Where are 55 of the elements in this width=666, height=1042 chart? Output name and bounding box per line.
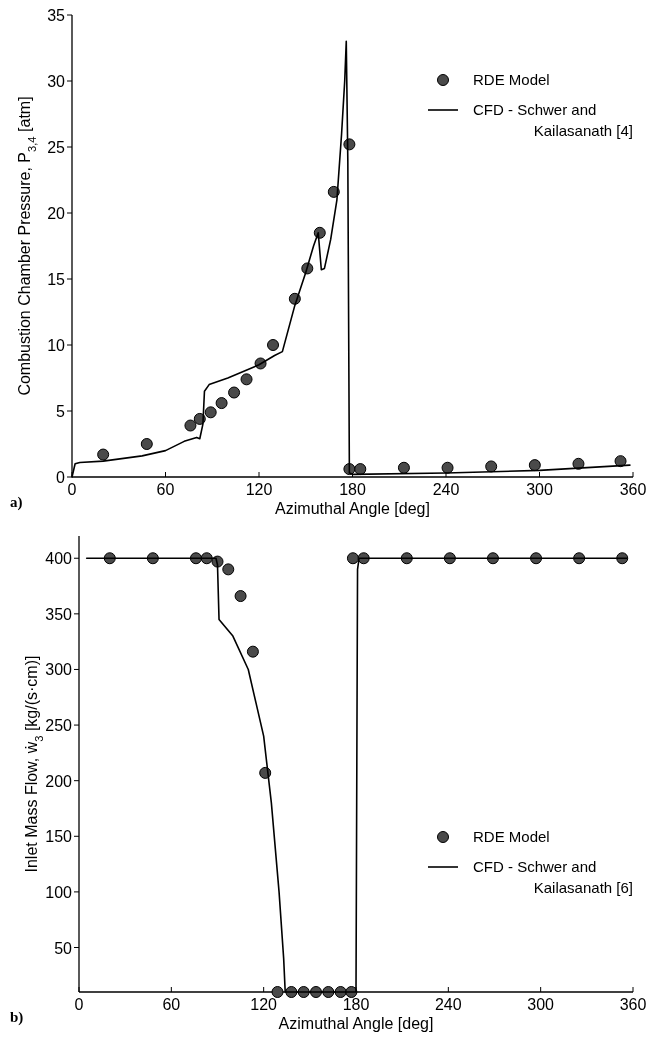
x-tick-label: 60 [156, 481, 175, 498]
y-tick-label: 30 [47, 73, 66, 90]
x-axis-title: Azimuthal Angle [deg] [278, 1015, 434, 1032]
x-tick-label: 180 [342, 996, 370, 1013]
y-tick-label: 35 [47, 7, 66, 24]
point [528, 459, 541, 472]
x-tick-label: 0 [74, 996, 84, 1013]
legend-label: CFD - Schwer and Kailasanath [6] [473, 858, 633, 896]
x-tick-label: 60 [162, 996, 181, 1013]
x-tick-label: 300 [527, 996, 555, 1013]
point [397, 461, 410, 474]
y-tick-label: 350 [45, 605, 73, 623]
x-tick-label: 360 [619, 481, 647, 498]
y-tick-label: 25 [47, 139, 66, 156]
y-tick-label: 200 [45, 772, 73, 790]
y-tick-label: 250 [45, 717, 73, 735]
text: b) [10, 1009, 24, 1026]
point [441, 461, 454, 474]
point [346, 552, 359, 565]
x-tick-label: 360 [619, 996, 647, 1013]
point [267, 339, 280, 351]
point [614, 455, 627, 468]
legend-label: CFD - Schwer and Kailasanath [4] [473, 101, 633, 139]
y-tick-label: 0 [56, 469, 66, 486]
point [246, 645, 259, 658]
legend-label: RDE Model [473, 71, 550, 88]
y-tick-label: 50 [54, 939, 73, 957]
y-tick-label: 10 [47, 337, 66, 354]
y-tick-label: 20 [47, 205, 66, 222]
y-tick-label: 100 [45, 883, 73, 901]
x-tick-label: 300 [526, 481, 553, 498]
legend-label: RDE Model [473, 828, 550, 845]
x-tick-label: 120 [245, 481, 273, 498]
point [485, 460, 498, 473]
x-tick-label: 180 [339, 481, 366, 498]
point [222, 563, 235, 576]
x-tick-label: 240 [432, 481, 460, 498]
point [215, 397, 228, 410]
x-tick-label: 120 [250, 996, 278, 1013]
text: a) [10, 494, 23, 511]
y-tick-label: 15 [47, 271, 66, 288]
point [271, 986, 284, 998]
y-tick-label: 400 [45, 550, 73, 568]
point [228, 386, 241, 399]
point [240, 373, 253, 386]
x-tick-label: 240 [434, 996, 462, 1013]
point [204, 406, 217, 419]
point [140, 438, 153, 450]
y-tick-label: 300 [45, 661, 73, 679]
x-axis-title: Azimuthal Angle [deg] [275, 500, 430, 517]
point [97, 448, 110, 461]
y-tick-label: 150 [45, 828, 73, 846]
y-tick-label: 5 [56, 403, 66, 420]
point [184, 419, 197, 432]
point [234, 590, 247, 603]
